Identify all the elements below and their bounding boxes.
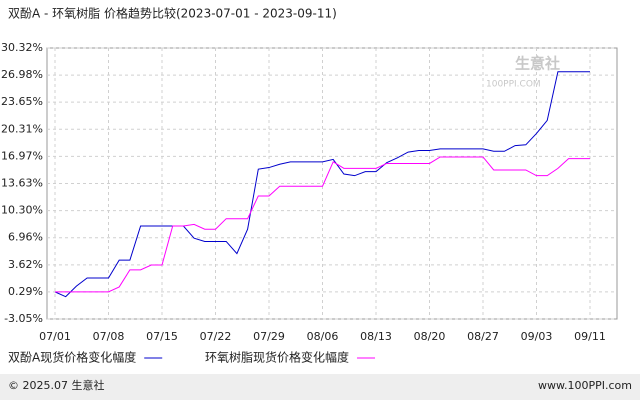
x-tick-label: 07/01 [39,330,71,343]
chart-title: 双酚A - 环氧树脂 价格趋势比较(2023-07-01 - 2023-09-1… [8,6,337,21]
y-tick-label: 16.97% [1,149,43,162]
x-tick-label: 07/29 [253,330,285,343]
y-tick-label: 10.30% [1,204,43,217]
footer-right: www.100PPI.com [538,379,632,392]
y-tick-label: 23.65% [1,95,43,108]
watermark-sub: 100PPI.COM [486,80,541,90]
y-tick-label: 20.31% [1,122,43,135]
x-tick-label: 08/06 [307,330,339,343]
y-tick-label: 3.62% [8,258,43,271]
x-tick-label: 08/20 [414,330,446,343]
legend-label: 环氧树脂现货价格变化幅度 [205,350,349,365]
y-tick-label: 26.98% [1,68,43,81]
y-tick-label: 6.96% [8,231,43,244]
y-tick-label: 13.63% [1,177,43,190]
legend-label: 双酚A现货价格变化幅度 [8,350,136,365]
x-tick-label: 09/03 [521,330,553,343]
footer-left: © 2025.07 生意社 [8,378,104,392]
series-line [55,156,590,293]
x-tick-label: 07/22 [200,330,232,343]
y-tick-label: 0.29% [8,285,43,298]
y-tick-label: -3.05% [4,312,43,325]
watermark: 生意社 [515,55,560,73]
y-tick-label: 30.32% [1,41,43,54]
x-tick-label: 08/27 [467,330,499,343]
x-tick-label: 07/08 [93,330,125,343]
series-line [54,71,590,298]
x-tick-label: 08/13 [360,330,392,343]
x-tick-label: 09/11 [574,330,606,343]
footer-bar [0,374,640,400]
x-tick-label: 07/15 [146,330,178,343]
